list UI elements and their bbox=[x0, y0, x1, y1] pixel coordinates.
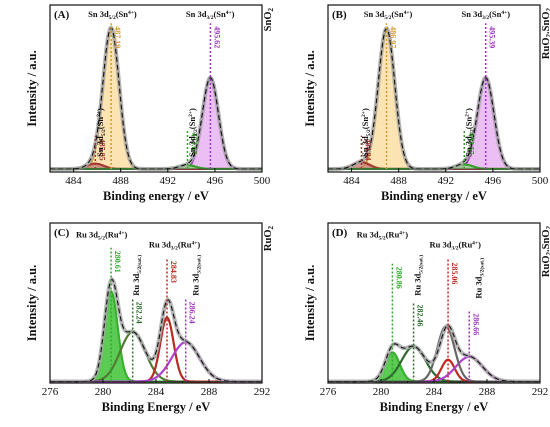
peak-value-3: 286.24 bbox=[188, 302, 197, 324]
peak-value-2: 284.83 bbox=[169, 261, 178, 283]
peak-label-0: Sn 3d5/2(Sn4+) bbox=[364, 9, 413, 21]
y-axis-title: Intensity / a.u. bbox=[303, 50, 317, 126]
peak-value-3: 493.67 bbox=[189, 132, 198, 154]
peak-label-2: Ru 3d5/2(sat.) bbox=[413, 255, 425, 296]
sample-label: RuO2.SnO2 bbox=[541, 8, 550, 60]
panel-label: (C) bbox=[54, 227, 70, 239]
sample-label: RuO2.SnO2 bbox=[541, 226, 550, 278]
peak-label-1: Ru 3d3/2(Ru4+) bbox=[429, 240, 481, 252]
peak-value-3: 493.57 bbox=[466, 132, 475, 154]
component-fill-0 bbox=[50, 291, 262, 382]
x-tick-label: 484 bbox=[65, 175, 82, 187]
peak-value-0: 487.19 bbox=[113, 26, 122, 48]
component-fill-0 bbox=[50, 28, 262, 169]
peak-value-3: 286.66 bbox=[471, 313, 480, 335]
x-tick-label: 284 bbox=[426, 386, 443, 398]
x-tick-label: 280 bbox=[95, 386, 112, 398]
y-axis-title: Intensity / a.u. bbox=[25, 50, 39, 126]
panel-label: (B) bbox=[332, 9, 347, 21]
x-axis-title: Binding energy / eV bbox=[381, 189, 487, 203]
panel-A: 487.19 495.62 485.85 493.67 Sn 3d5/2(Sn4+) Sn… bbox=[25, 4, 275, 203]
component-fill-2 bbox=[50, 163, 262, 169]
x-axis-title: Binding energy / eV bbox=[103, 189, 209, 203]
component-peak-0 bbox=[50, 27, 262, 171]
x-tick-label: 488 bbox=[390, 175, 407, 187]
peak-label-0: Ru 3d5/2(Ru4+) bbox=[357, 230, 409, 242]
peak-label-3: Ru 3d3/2(sat.) bbox=[190, 255, 202, 296]
peak-label-0: Ru 3d5/2(Ru4+) bbox=[76, 230, 128, 242]
y-axis-title: Intensity / a.u. bbox=[303, 265, 317, 341]
x-tick-label: 488 bbox=[112, 175, 129, 187]
x-tick-label: 484 bbox=[343, 175, 360, 187]
fit-curve bbox=[50, 26, 262, 170]
x-tick-label: 292 bbox=[532, 386, 549, 398]
peak-label-1: Sn 3d3/2(Sn4+) bbox=[462, 9, 511, 21]
peak-label-1: Ru 3d3/2(Ru4+) bbox=[149, 240, 201, 252]
component-peak-1 bbox=[50, 76, 262, 171]
peak-value-2: 285.06 bbox=[450, 262, 459, 284]
panel-D: 280.86 282.46 285.06 286.66 Ru 3d5/2(Ru4+) Ru… bbox=[303, 222, 550, 414]
panel-B: 486.97 495.39 484.84 493.57 Sn 3d5/2(Sn4+) Sn… bbox=[303, 4, 550, 203]
peak-value-0: 486.97 bbox=[389, 26, 398, 48]
peak-label-2: Sn 3d5/2(Sn2+) bbox=[95, 108, 107, 157]
x-axis-title: Binding Energy / eV bbox=[102, 400, 211, 414]
x-tick-label: 500 bbox=[254, 175, 271, 187]
peak-value-1: 282.46 bbox=[416, 305, 425, 327]
x-tick-label: 280 bbox=[373, 386, 390, 398]
peak-label-3: Sn 3d3/2(Sn2+) bbox=[464, 108, 476, 157]
peak-label-3: Sn 3d3/2(Sn2+) bbox=[187, 108, 199, 157]
x-tick-label: 276 bbox=[320, 386, 337, 398]
panel-label: (D) bbox=[332, 227, 348, 239]
plot-area bbox=[50, 25, 262, 171]
peak-value-0: 280.86 bbox=[394, 267, 403, 289]
plot-area bbox=[328, 323, 540, 383]
peak-value-1: 282.24 bbox=[135, 302, 144, 324]
panel-C: 280.61 282.24 284.83 286.24 Ru 3d5/2(Ru4+) Ru… bbox=[25, 222, 275, 414]
peak-label-3: Ru 3d3/2(sat.) bbox=[474, 258, 486, 299]
x-tick-label: 496 bbox=[485, 175, 502, 187]
x-tick-label: 276 bbox=[42, 386, 59, 398]
experimental-curve bbox=[50, 25, 262, 171]
x-tick-label: 288 bbox=[479, 386, 496, 398]
x-axis-title: Binding Energy / eV bbox=[380, 400, 489, 414]
y-axis-title: Intensity / a.u. bbox=[25, 265, 39, 341]
peak-value-1: 495.39 bbox=[488, 26, 497, 48]
x-tick-label: 492 bbox=[160, 175, 177, 187]
peak-value-0: 280.61 bbox=[113, 251, 122, 273]
x-tick-label: 500 bbox=[532, 175, 549, 187]
sample-label: SnO2 bbox=[263, 8, 275, 32]
x-tick-label: 292 bbox=[254, 386, 271, 398]
x-tick-label: 284 bbox=[148, 386, 165, 398]
plot-area bbox=[50, 276, 262, 383]
x-tick-label: 288 bbox=[201, 386, 218, 398]
peak-value-2: 484.84 bbox=[363, 139, 372, 161]
plot-area bbox=[328, 26, 540, 171]
x-tick-label: 492 bbox=[438, 175, 455, 187]
peak-label-2: Sn 3d5/2(Sn2+) bbox=[360, 108, 372, 157]
peak-label-0: Sn 3d5/2(Sn4+) bbox=[88, 9, 137, 21]
component-peak-1 bbox=[328, 345, 540, 383]
peak-label-1: Sn 3d3/2(Sn4+) bbox=[186, 9, 235, 21]
sample-label: RuO2 bbox=[263, 226, 275, 252]
peak-label-2: Ru 3d5/2(sat.) bbox=[131, 255, 143, 296]
plot-frame bbox=[49, 4, 263, 173]
plot-frame bbox=[327, 4, 541, 173]
component-fill-1 bbox=[328, 77, 540, 169]
peak-value-1: 495.62 bbox=[212, 26, 221, 48]
peak-value-2: 485.85 bbox=[97, 139, 106, 161]
component-fill-1 bbox=[50, 77, 262, 169]
x-tick-label: 496 bbox=[207, 175, 224, 187]
panel-label: (A) bbox=[54, 9, 70, 21]
